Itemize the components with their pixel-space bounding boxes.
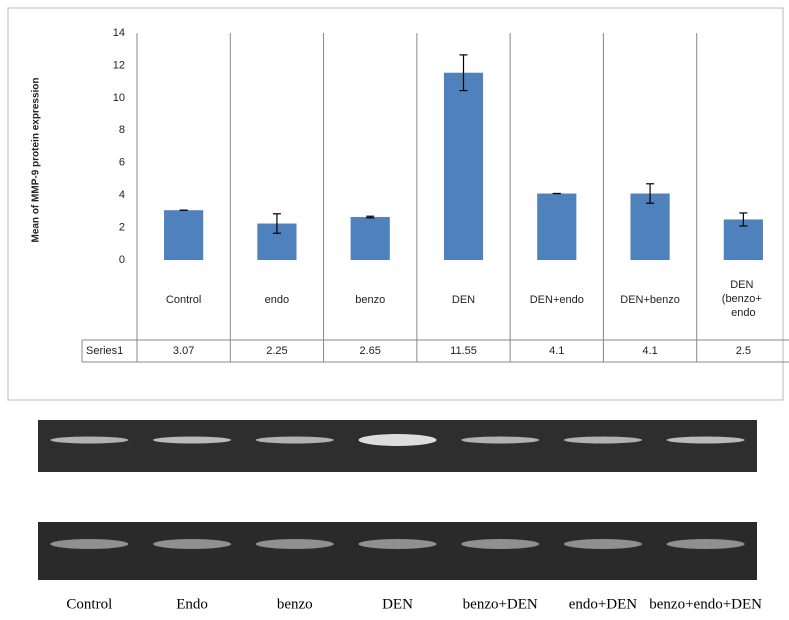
bar [164, 210, 204, 260]
gel-band [50, 539, 129, 549]
x-tick-label: Control [166, 294, 201, 306]
error-bar [646, 183, 655, 204]
gel-band [358, 539, 437, 549]
x-tick-label: DEN [452, 294, 475, 306]
gel-band [255, 539, 334, 549]
gel-image-2 [38, 522, 757, 580]
gel-band [153, 539, 232, 549]
error-bar [739, 212, 748, 227]
x-tick-label: benzo [355, 294, 385, 306]
table-value: 2.25 [266, 345, 287, 357]
gel-band [461, 539, 540, 549]
error-bar [459, 54, 468, 92]
y-tick-label: 8 [119, 124, 125, 136]
table-value: 11.55 [450, 345, 477, 357]
bar [350, 217, 390, 260]
x-tick-label: endo [265, 294, 289, 306]
error-bar [272, 213, 281, 234]
gel-band [255, 436, 334, 444]
y-tick-label: 4 [119, 189, 125, 201]
bar [630, 193, 670, 260]
gel-band [666, 436, 745, 444]
y-tick-label: 10 [113, 92, 125, 104]
gel-band [666, 539, 745, 549]
table-value: 2.65 [360, 345, 381, 357]
gel-lane-label: endo+DEN [569, 596, 638, 612]
gel-band [563, 539, 642, 549]
x-tick-label: DEN (benzo+ endo [722, 279, 765, 319]
y-axis-label: Mean of MMP-9 protein expression [31, 77, 42, 242]
x-tick-label: DEN+endo [530, 294, 584, 306]
gel-lane-label: Control [66, 596, 112, 612]
legend-entry: Series1 [86, 345, 123, 357]
error-bar [366, 215, 375, 219]
y-tick-label: 14 [113, 27, 125, 39]
table-value: 2.5 [736, 345, 751, 357]
y-tick-label: 2 [119, 221, 125, 233]
gel-band [50, 436, 129, 444]
y-tick-label: 0 [119, 254, 125, 266]
gel-band [153, 436, 232, 444]
gel-lane-label: benzo+endo+DEN [649, 596, 762, 612]
y-tick-label: 12 [113, 59, 125, 71]
gel-lane-label: benzo+DEN [463, 596, 538, 612]
y-tick-label: 6 [119, 157, 125, 169]
x-tick-label: DEN+benzo [620, 294, 680, 306]
bar [443, 72, 484, 260]
gel-band [563, 436, 642, 444]
gel-lane-label: DEN [382, 596, 413, 612]
gel-band [461, 436, 540, 444]
table-value: 4.1 [549, 345, 564, 357]
bar [537, 193, 577, 260]
gel-lane-label: Endo [176, 596, 208, 612]
table-value: 4.1 [642, 345, 657, 357]
gel-band [358, 434, 437, 446]
table-value: 3.07 [173, 345, 194, 357]
gel-lane-label: benzo [277, 596, 313, 612]
